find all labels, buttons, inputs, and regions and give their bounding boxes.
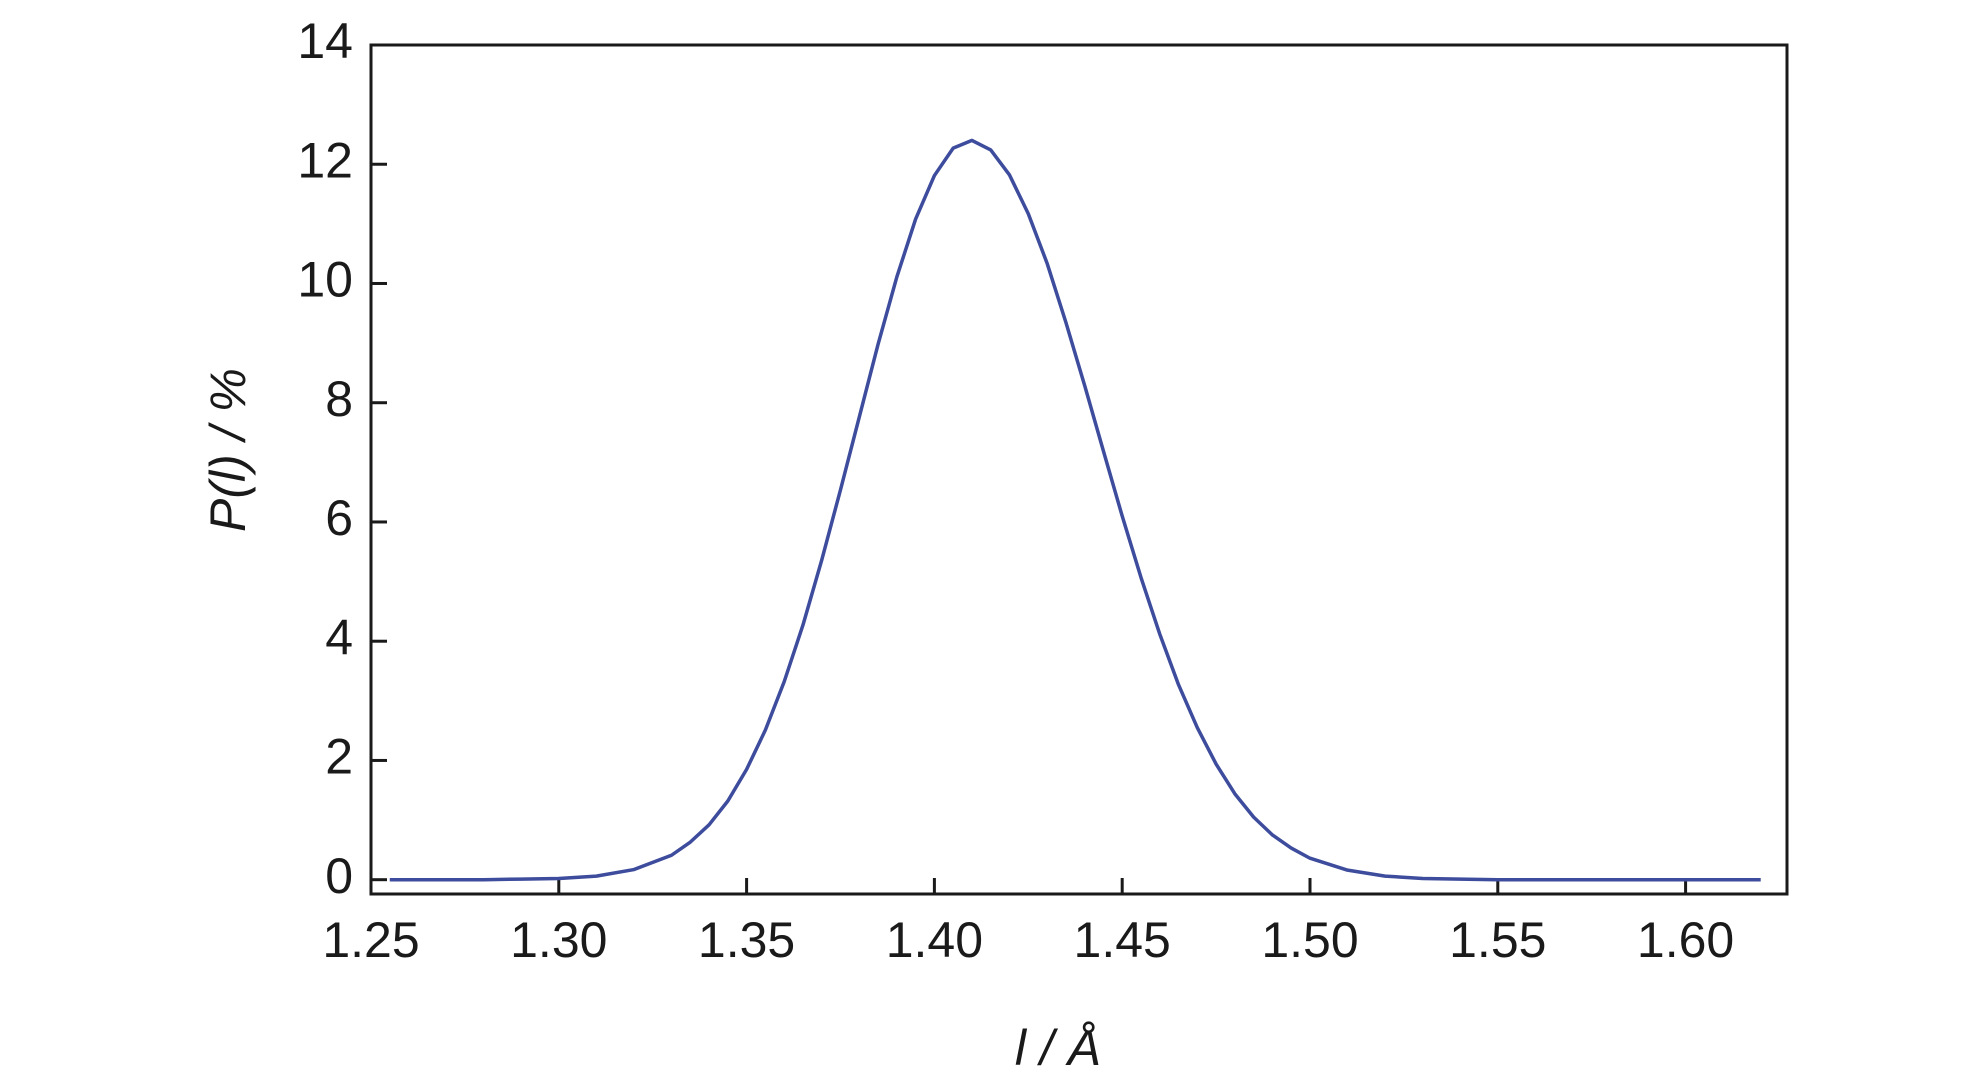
x-tick-label: 1.50 — [1261, 912, 1358, 968]
x-tick-label: 1.45 — [1074, 912, 1171, 968]
x-tick-label: 1.35 — [698, 912, 795, 968]
x-tick-label: 1.40 — [886, 912, 983, 968]
y-tick-label: 8 — [325, 371, 353, 427]
x-tick-label: 1.25 — [322, 912, 419, 968]
data-line — [389, 138, 1761, 882]
y-tick-label: 12 — [297, 132, 353, 188]
y-tick-label: 10 — [297, 252, 353, 308]
x-tick-label: 1.55 — [1449, 912, 1546, 968]
x-tick-label: 1.30 — [510, 912, 607, 968]
y-tick-label: 2 — [325, 729, 353, 785]
plot-frame — [369, 43, 1789, 896]
y-tick-label: 6 — [325, 490, 353, 546]
y-tick-label: 14 — [297, 13, 353, 69]
y-tick-label: 4 — [325, 609, 353, 665]
x-tick-label: 1.60 — [1637, 912, 1734, 968]
x-axis-label: l / Å — [1015, 1020, 1101, 1076]
y-tick-label: 0 — [325, 848, 353, 904]
y-axis-label: P(l) / % — [200, 368, 256, 532]
